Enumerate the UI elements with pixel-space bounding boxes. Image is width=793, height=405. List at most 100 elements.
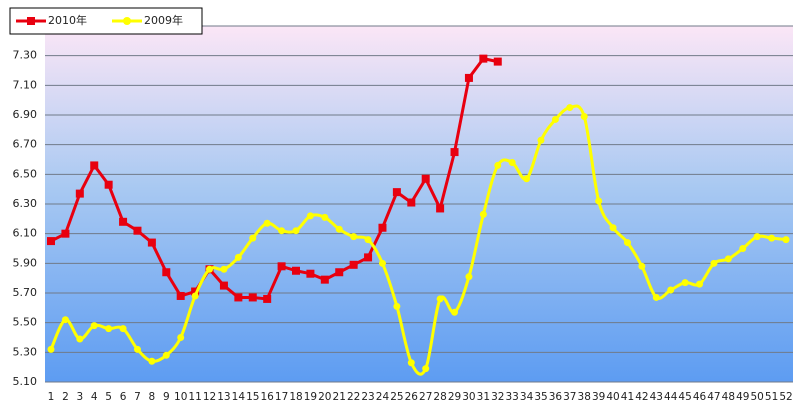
data-point <box>162 351 170 359</box>
data-point <box>147 238 156 247</box>
x-tick-label: 8 <box>149 391 156 403</box>
x-tick-label: 27 <box>419 391 432 403</box>
x-tick-label: 1 <box>48 391 55 403</box>
x-tick-label: 36 <box>549 391 563 403</box>
data-point <box>364 236 372 244</box>
y-tick-label: 5.30 <box>13 345 38 358</box>
data-point <box>191 287 200 296</box>
x-tick-label: 40 <box>606 391 619 403</box>
y-tick-label: 7.10 <box>13 78 38 91</box>
data-point <box>105 325 113 333</box>
data-point <box>407 359 415 367</box>
data-point <box>393 302 401 310</box>
data-point <box>421 174 430 183</box>
data-point <box>378 259 386 267</box>
data-point <box>652 293 660 301</box>
data-point <box>595 197 603 205</box>
data-point <box>436 295 444 303</box>
data-point <box>609 224 617 232</box>
data-point <box>133 226 142 235</box>
data-point <box>177 334 185 341</box>
x-tick-label: 12 <box>203 391 216 403</box>
data-point <box>191 292 199 300</box>
y-tick-label: 6.30 <box>13 197 38 210</box>
x-tick-label: 34 <box>520 391 534 403</box>
legend-label: 2010年 <box>48 13 87 27</box>
data-point <box>76 335 84 343</box>
data-point <box>350 233 358 241</box>
data-point <box>234 253 242 261</box>
y-tick-label: 5.90 <box>13 256 38 269</box>
data-point <box>623 239 631 247</box>
data-point <box>566 104 574 112</box>
y-tick-label: 6.70 <box>13 138 38 151</box>
y-tick-label: 6.50 <box>13 167 38 180</box>
x-tick-label: 9 <box>163 391 170 403</box>
x-tick-label: 14 <box>232 391 246 403</box>
data-point <box>479 54 488 63</box>
data-point <box>479 210 487 218</box>
data-point <box>364 253 373 262</box>
data-point <box>90 322 98 330</box>
data-point <box>220 265 228 273</box>
x-tick-label: 19 <box>304 391 317 403</box>
data-point <box>551 115 559 123</box>
y-tick-label: 6.90 <box>13 108 38 121</box>
data-point <box>696 280 704 288</box>
data-point <box>119 217 128 226</box>
x-tick-label: 46 <box>693 391 707 403</box>
data-point <box>206 265 214 273</box>
x-tick-label: 49 <box>736 391 749 403</box>
y-tick-label: 5.50 <box>13 316 38 329</box>
data-point <box>162 268 171 277</box>
data-point <box>335 268 344 277</box>
x-tick-label: 45 <box>678 391 691 403</box>
data-point <box>133 345 141 353</box>
x-tick-label: 21 <box>333 391 346 403</box>
data-point <box>320 275 329 284</box>
y-tick-label: 5.70 <box>13 286 38 299</box>
data-point <box>753 233 761 241</box>
data-point <box>90 161 99 170</box>
series-line <box>49 104 787 376</box>
data-point <box>263 219 271 227</box>
data-point <box>61 316 69 324</box>
x-tick-label: 37 <box>563 391 576 403</box>
x-tick-label: 44 <box>664 391 678 403</box>
data-point <box>667 286 675 294</box>
data-point <box>219 281 228 290</box>
data-point <box>768 234 776 242</box>
data-point <box>47 345 55 353</box>
data-point <box>407 198 416 207</box>
data-point <box>422 365 430 373</box>
data-point <box>580 112 588 120</box>
x-tick-label: 15 <box>246 391 259 403</box>
x-tick-label: 52 <box>779 391 792 403</box>
data-point <box>392 188 401 197</box>
data-point <box>436 204 445 213</box>
x-tick-label: 17 <box>275 391 288 403</box>
x-tick-label: 24 <box>376 391 390 403</box>
x-tick-label: 28 <box>433 391 446 403</box>
x-tick-label: 5 <box>105 391 112 403</box>
data-point <box>292 266 300 275</box>
legend-marker <box>27 17 35 25</box>
x-tick-label: 33 <box>505 391 518 403</box>
data-point <box>292 227 300 235</box>
data-point <box>739 245 747 252</box>
data-point <box>493 57 502 66</box>
data-point <box>148 357 156 365</box>
x-tick-label: 16 <box>260 391 274 403</box>
x-tick-label: 30 <box>462 391 475 403</box>
y-tick-label: 7.30 <box>13 49 38 62</box>
x-tick-label: 41 <box>621 391 634 403</box>
data-point <box>681 279 689 287</box>
x-tick-label: 39 <box>592 391 605 403</box>
x-tick-label: 50 <box>750 391 763 403</box>
x-tick-label: 2 <box>62 391 69 403</box>
legend: 2010年 2009年 <box>9 7 203 35</box>
x-tick-label: 4 <box>91 391 98 403</box>
x-tick-label: 35 <box>534 391 547 403</box>
x-tick-label: 32 <box>491 391 504 403</box>
